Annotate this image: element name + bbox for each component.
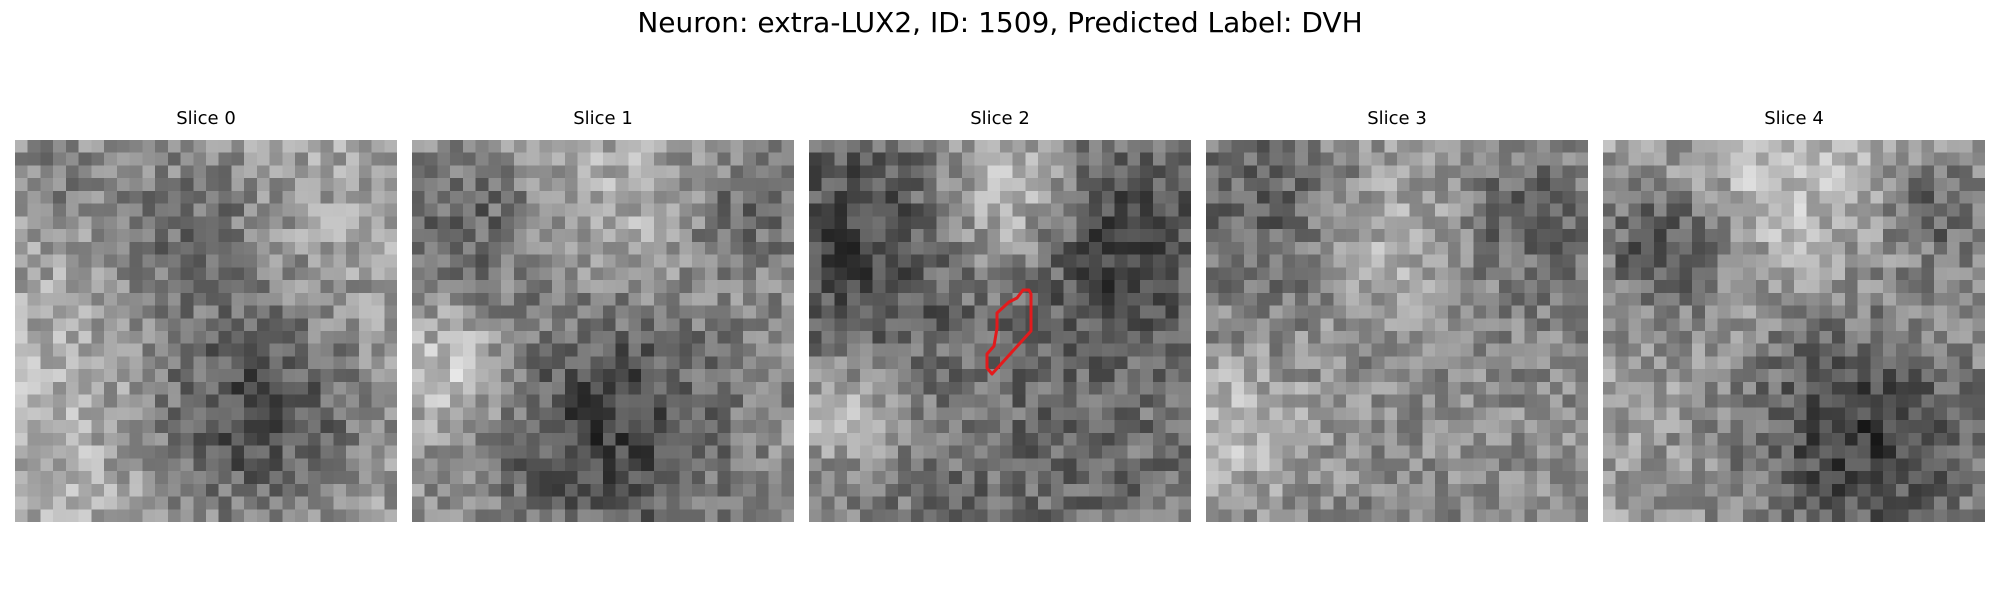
slice-panel-1: Slice 1 xyxy=(412,108,794,522)
slice-image-1 xyxy=(412,140,794,522)
slice-title-1: Slice 1 xyxy=(573,108,633,129)
slice-image-3 xyxy=(1206,140,1588,522)
slice-title-4: Slice 4 xyxy=(1764,108,1824,129)
slice-title-2: Slice 2 xyxy=(970,108,1030,129)
slice-image-2 xyxy=(809,140,1191,522)
roi-outline-polygon xyxy=(985,288,1033,376)
slice-title-3: Slice 3 xyxy=(1367,108,1427,129)
slice-title-0: Slice 0 xyxy=(176,108,236,129)
slice-panel-3: Slice 3 xyxy=(1206,108,1588,522)
slice-panel-0: Slice 0 xyxy=(15,108,397,522)
slice-image-4 xyxy=(1603,140,1985,522)
slice-image-0 xyxy=(15,140,397,522)
figure-title: Neuron: extra-LUX2, ID: 1509, Predicted … xyxy=(637,6,1363,39)
roi-outline xyxy=(985,288,1033,376)
slice-panel-4: Slice 4 xyxy=(1603,108,1985,522)
slice-panel-2: Slice 2 xyxy=(809,108,1191,522)
